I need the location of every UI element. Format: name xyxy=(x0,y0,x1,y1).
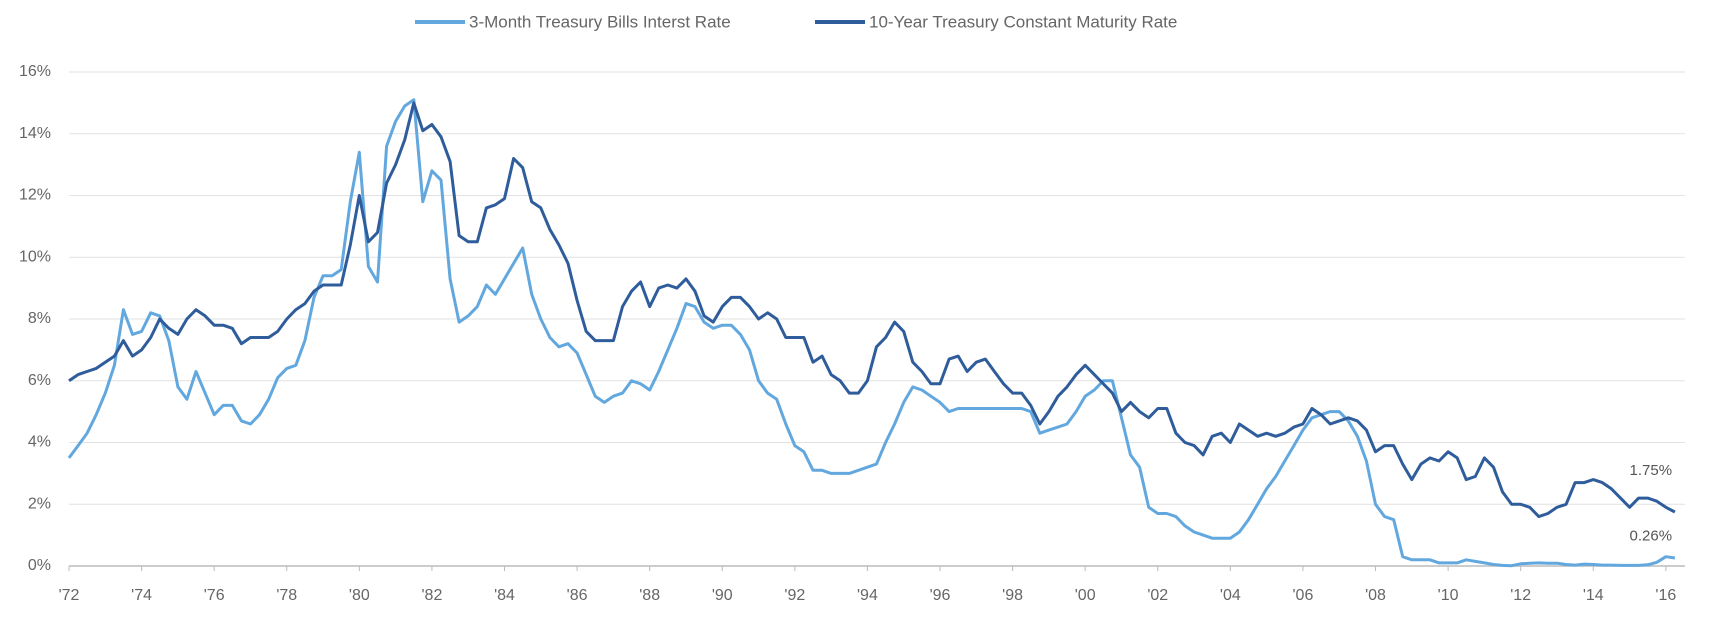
y-tick-label: 6% xyxy=(28,372,51,389)
x-tick-label: '96 xyxy=(930,587,951,604)
x-tick-label: '74 xyxy=(131,587,152,604)
y-tick-label: 0% xyxy=(28,557,51,574)
x-tick-label: '06 xyxy=(1293,587,1314,604)
x-tick-label: '76 xyxy=(204,587,225,604)
series-line xyxy=(68,101,1676,519)
x-tick-label: '86 xyxy=(567,587,588,604)
x-tick-label: '08 xyxy=(1365,587,1386,604)
y-tick-label: 2% xyxy=(28,495,51,512)
x-tick-label: '82 xyxy=(421,587,442,604)
x-tick-label: '94 xyxy=(857,587,878,604)
legend-label: 3-Month Treasury Bills Interst Rate xyxy=(469,12,731,31)
value-label: 1.75% xyxy=(1630,462,1673,479)
y-tick-label: 8% xyxy=(28,310,51,327)
y-tick-label: 16% xyxy=(19,63,51,80)
y-tick-label: 14% xyxy=(19,125,51,142)
y-tick-label: 4% xyxy=(28,434,51,451)
x-tick-label: '14 xyxy=(1583,587,1604,604)
x-tick-label: '72 xyxy=(59,587,80,604)
y-tick-label: 10% xyxy=(19,248,51,265)
y-tick-label: 12% xyxy=(19,187,51,204)
x-tick-label: '02 xyxy=(1147,587,1168,604)
x-tick-label: '10 xyxy=(1438,587,1459,604)
x-tick-label: '16 xyxy=(1655,587,1676,604)
legend-label: 10-Year Treasury Constant Maturity Rate xyxy=(869,12,1177,31)
x-tick-label: '00 xyxy=(1075,587,1096,604)
x-tick-label: '78 xyxy=(276,587,297,604)
x-tick-label: '90 xyxy=(712,587,733,604)
x-tick-label: '92 xyxy=(784,587,805,604)
x-tick-label: '12 xyxy=(1510,587,1531,604)
value-label: 0.26% xyxy=(1630,527,1673,544)
series-line xyxy=(67,98,1676,568)
x-tick-label: '04 xyxy=(1220,587,1241,604)
x-tick-label: '80 xyxy=(349,587,370,604)
x-tick-label: '98 xyxy=(1002,587,1023,604)
x-tick-label: '84 xyxy=(494,587,515,604)
x-tick-label: '88 xyxy=(639,587,660,604)
